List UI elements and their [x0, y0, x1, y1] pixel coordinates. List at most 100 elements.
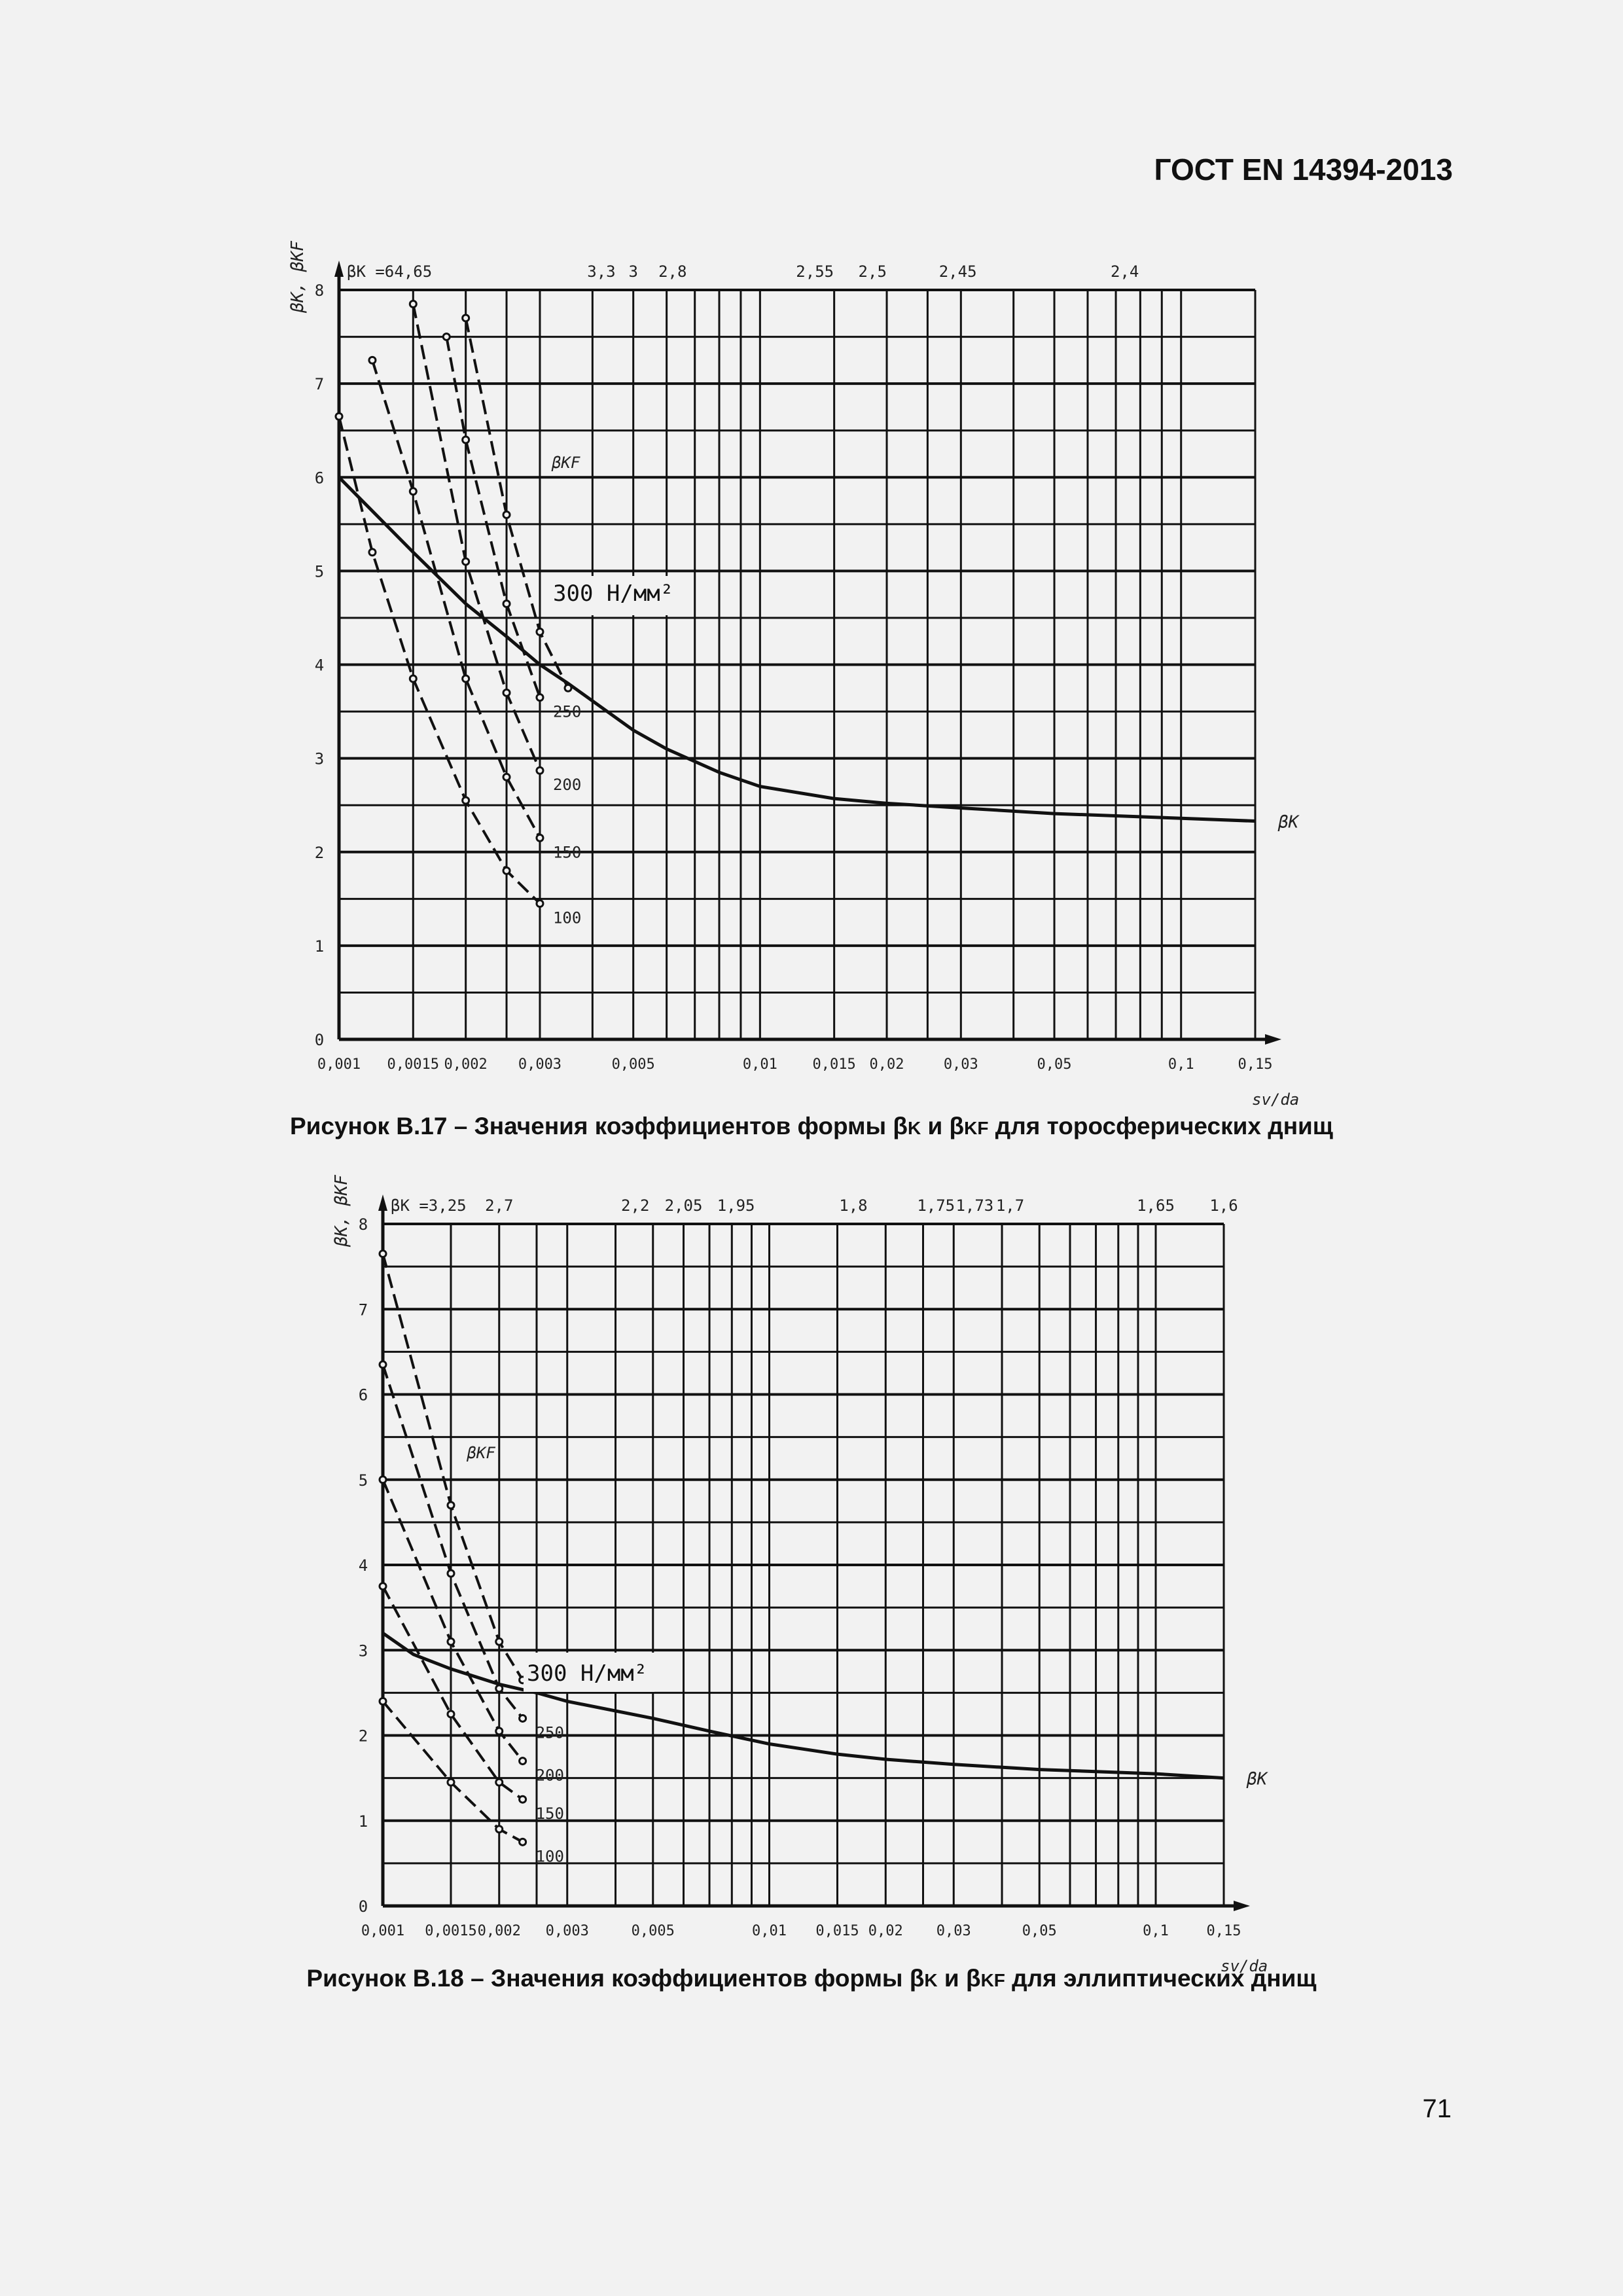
beta-k-symbol: βK	[893, 1113, 921, 1139]
x-tick-label: 0,005	[632, 1923, 675, 1939]
series-label: 250	[536, 1723, 564, 1742]
x-tick-label: 0,015	[813, 1056, 856, 1073]
top-beta-k-tick: 3,3	[587, 262, 615, 281]
top-beta-k-tick: 1,8	[839, 1196, 867, 1215]
top-beta-k-tick: 2,5	[859, 262, 887, 281]
y-tick-label: 0	[359, 1897, 368, 1916]
beta-kf-curve-label: βKF	[466, 1444, 495, 1462]
y-tick-label: 4	[359, 1556, 368, 1575]
top-beta-k-tick: βK =3,25	[391, 1196, 467, 1215]
data-point-marker	[502, 866, 511, 875]
x-tick-label: 0,02	[870, 1056, 904, 1073]
data-point-marker	[378, 1696, 387, 1706]
y-tick-label: 5	[315, 562, 324, 581]
x-tick-label: 0,002	[444, 1056, 488, 1073]
y-tick-label: 0	[315, 1031, 324, 1049]
y-tick-label: 6	[315, 469, 324, 487]
top-beta-k-tick: 2,05	[665, 1196, 703, 1215]
top-beta-k-tick: 2,55	[796, 262, 834, 281]
y-axis-label: βK, βKF	[288, 240, 308, 314]
y-tick-label: 7	[315, 375, 324, 393]
series-300 Н/мм²	[382, 1253, 524, 1681]
x-axis-arrow-icon	[1234, 1901, 1250, 1911]
data-point-marker	[495, 1684, 504, 1693]
beta-kf-symbol: βKF	[949, 1113, 989, 1139]
top-beta-k-tick: 2,8	[658, 262, 687, 281]
x-tick-label: 0,001	[361, 1923, 404, 1939]
data-point-marker	[502, 688, 511, 697]
data-point-marker	[378, 1475, 387, 1484]
data-point-marker	[446, 1501, 455, 1510]
y-tick-label: 6	[359, 1386, 368, 1405]
top-beta-k-tick: 1,73	[955, 1196, 993, 1215]
data-point-marker	[563, 683, 573, 692]
series-250	[382, 1364, 524, 1719]
data-point-marker	[368, 548, 377, 557]
y-tick-label: 2	[359, 1727, 368, 1746]
data-point-marker	[502, 511, 511, 519]
series-label: 150	[536, 1804, 564, 1823]
data-point-marker	[378, 1360, 387, 1369]
x-axis-label: sv/da	[1252, 1090, 1299, 1109]
data-point-marker	[368, 355, 377, 365]
figure-caption-b17: Рисунок В.17 – Значения коэффициентов фо…	[289, 1113, 1334, 1139]
x-tick-label: 0,005	[612, 1056, 655, 1073]
grid	[338, 289, 1257, 1041]
beta-k-curve-label: βK	[1246, 1770, 1269, 1789]
top-beta-k-tick: 1,7	[996, 1196, 1024, 1215]
top-beta-k-tick: 1,65	[1137, 1196, 1175, 1215]
x-tick-label: 0,003	[518, 1056, 562, 1073]
y-tick-label: 1	[359, 1812, 368, 1831]
data-point-marker	[502, 599, 511, 608]
x-tick-label: 0,03	[944, 1056, 978, 1073]
data-point-marker	[334, 412, 344, 421]
beta-k-symbol: βK	[909, 1965, 938, 1992]
data-point-marker	[535, 627, 544, 636]
data-point-marker	[461, 674, 471, 683]
x-tick-label: 0,1	[1168, 1056, 1194, 1073]
top-beta-k-tick: 1,6	[1209, 1196, 1238, 1215]
data-point-marker	[461, 435, 471, 444]
series-label: 100	[536, 1847, 564, 1865]
x-tick-label: 0,01	[752, 1923, 787, 1939]
y-tick-label: 2	[315, 844, 324, 862]
top-beta-k-tick: 3	[628, 262, 637, 281]
data-point-marker	[518, 1795, 527, 1804]
series-250	[445, 336, 541, 698]
x-tick-label: 0,0015	[387, 1056, 439, 1073]
data-point-marker	[518, 1837, 527, 1846]
x-axis-arrow-icon	[1265, 1034, 1281, 1045]
beta-kf-symbol: βKF	[965, 1965, 1005, 1992]
data-point-marker	[461, 557, 471, 566]
figure-caption-b18: Рисунок В.18 – Значения коэффициентов фо…	[306, 1965, 1317, 1992]
data-point-marker	[518, 1757, 527, 1766]
data-point-marker	[408, 299, 418, 308]
data-point-marker	[495, 1637, 504, 1646]
series-200	[412, 304, 541, 772]
series-100	[382, 1700, 524, 1844]
x-tick-label: 0,05	[1022, 1923, 1057, 1939]
data-point-marker	[446, 1778, 455, 1787]
beta-k-curve-label: βK	[1277, 813, 1300, 833]
x-tick-label: 0,02	[868, 1923, 903, 1939]
top-beta-k-tick: 2,4	[1111, 262, 1139, 281]
chart-torospherical: 0 1 2 3 4 5 6 7 8 0,001 0,0015 0,002 0,003 0,005 0,01 0…	[288, 240, 1300, 1109]
beta-kf-curve-label: βKF	[551, 454, 580, 472]
series-150	[382, 1585, 524, 1801]
data-point-marker	[495, 1727, 504, 1736]
series-βK	[338, 476, 1256, 823]
x-tick-label: 0,001	[317, 1056, 361, 1073]
x-tick-label: 0,03	[936, 1923, 971, 1939]
grid	[382, 1223, 1225, 1907]
y-axis-label: βK, βKF	[332, 1174, 351, 1247]
series-label: 100	[553, 908, 581, 927]
top-beta-k-tick: 1,75	[917, 1196, 955, 1215]
y-tick-label: 4	[315, 656, 324, 675]
y-tick-label: 7	[359, 1300, 368, 1319]
data-point-marker	[461, 314, 471, 323]
y-tick-label: 8	[315, 281, 324, 300]
data-point-marker	[446, 1569, 455, 1578]
stress-annotation: 300 Н/мм²	[527, 1660, 647, 1687]
x-tick-label: 0,15	[1207, 1923, 1241, 1939]
data-point-marker	[461, 796, 471, 805]
